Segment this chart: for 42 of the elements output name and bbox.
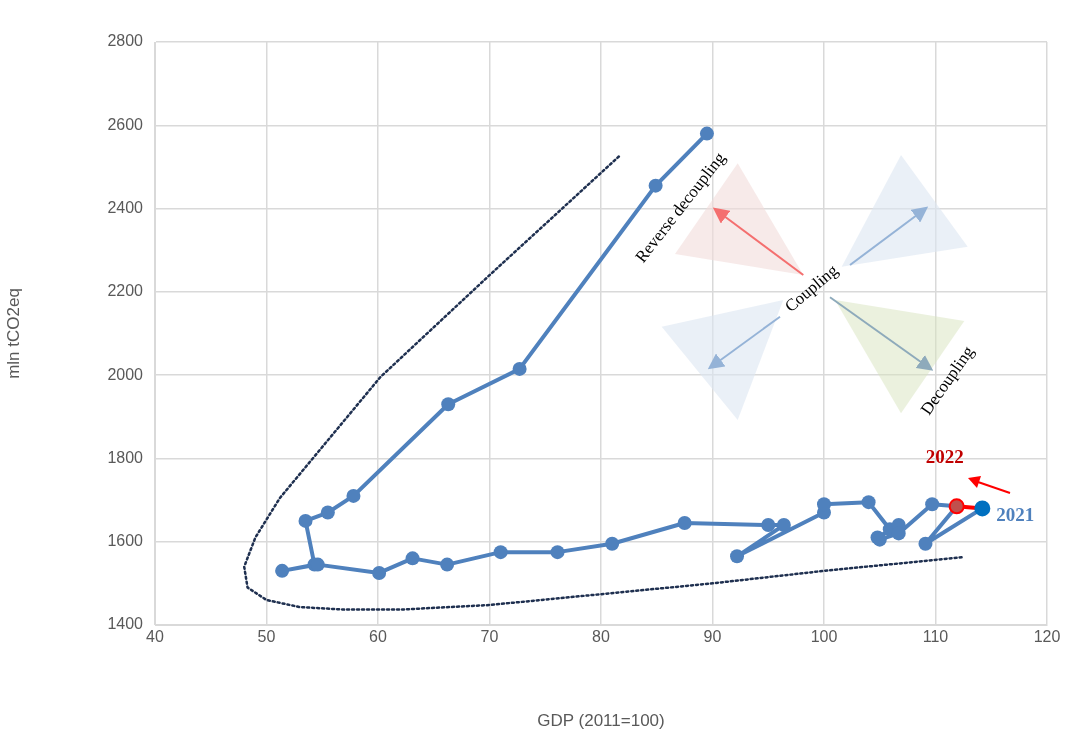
y-tick-label: 2800 bbox=[107, 32, 144, 50]
point bbox=[776, 518, 791, 533]
point bbox=[346, 488, 361, 503]
annotation: 2021 bbox=[996, 504, 1035, 526]
x-tick-label: 120 bbox=[1033, 628, 1061, 646]
point bbox=[677, 515, 692, 530]
x-tick-label: 50 bbox=[257, 628, 276, 646]
y-tick-label: 1600 bbox=[107, 532, 144, 550]
x-tick-label: 60 bbox=[369, 628, 387, 646]
point bbox=[699, 126, 714, 141]
point bbox=[275, 563, 290, 578]
y-tick-label: 2400 bbox=[107, 198, 144, 216]
point bbox=[441, 397, 456, 412]
point bbox=[405, 551, 420, 566]
point bbox=[761, 518, 776, 533]
point bbox=[298, 513, 313, 528]
point bbox=[440, 557, 455, 572]
annotation: 2022 bbox=[925, 446, 964, 468]
point bbox=[605, 536, 620, 551]
point bbox=[512, 361, 527, 376]
point bbox=[550, 545, 565, 560]
point bbox=[925, 497, 940, 512]
y-tick-label: 2000 bbox=[107, 365, 144, 383]
point bbox=[918, 536, 933, 551]
point bbox=[648, 178, 663, 193]
y-tick-label: 1400 bbox=[107, 615, 144, 633]
y-tick-label: 1800 bbox=[107, 448, 144, 466]
y-tick-label: 2200 bbox=[107, 282, 144, 300]
x-tick-label: 110 bbox=[922, 628, 949, 646]
x-tick-label: 70 bbox=[480, 628, 499, 646]
x-tick-label: 100 bbox=[810, 628, 838, 646]
point bbox=[372, 565, 387, 580]
y-axis-title: mln tCO2eq bbox=[3, 288, 23, 379]
x-tick-label: 80 bbox=[592, 628, 610, 646]
point bbox=[320, 505, 335, 520]
x-tick-label: 90 bbox=[703, 628, 722, 646]
point bbox=[861, 495, 876, 510]
x-tick-label: 40 bbox=[146, 628, 164, 646]
point bbox=[493, 545, 508, 560]
x-axis-title: GDP (2011=100) bbox=[537, 711, 665, 731]
y-tick-label: 2600 bbox=[107, 115, 144, 133]
point bbox=[730, 549, 745, 564]
